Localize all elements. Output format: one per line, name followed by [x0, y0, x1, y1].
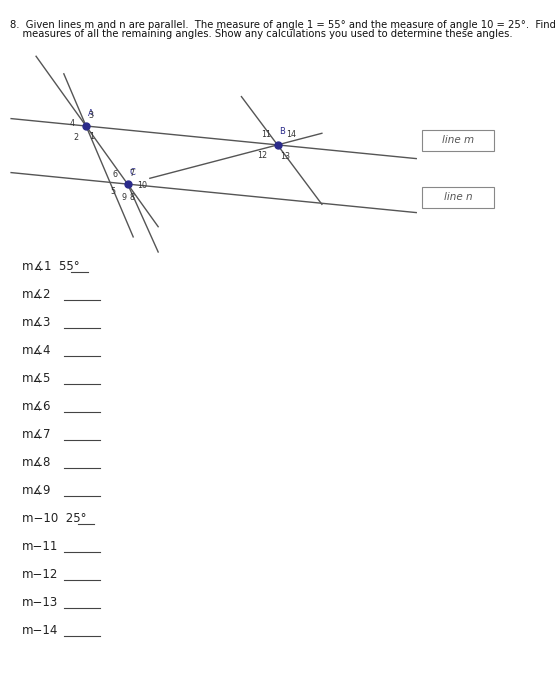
- Text: 10: 10: [138, 181, 148, 190]
- Text: m−10  25°: m−10 25°: [22, 512, 87, 524]
- Text: m−14: m−14: [22, 624, 59, 636]
- Text: 1: 1: [89, 132, 94, 141]
- Text: C: C: [129, 168, 135, 177]
- Text: 11: 11: [261, 130, 271, 139]
- Text: line m: line m: [442, 135, 474, 145]
- Text: m∡9: m∡9: [22, 484, 52, 496]
- Text: 5: 5: [110, 187, 115, 196]
- Text: 4: 4: [70, 119, 75, 127]
- Text: m−11: m−11: [22, 540, 59, 552]
- Text: m∡8: m∡8: [22, 456, 52, 468]
- Text: B: B: [279, 127, 285, 136]
- Text: 2: 2: [73, 133, 78, 142]
- FancyBboxPatch shape: [422, 187, 494, 208]
- Text: m−13: m−13: [22, 596, 58, 608]
- Text: 8: 8: [130, 193, 135, 202]
- Text: measures of all the remaining angles. Show any calculations you used to determin: measures of all the remaining angles. Sh…: [10, 29, 513, 39]
- Text: 7: 7: [130, 169, 135, 178]
- Text: m−12: m−12: [22, 568, 59, 580]
- Text: m∡6: m∡6: [22, 400, 52, 412]
- Text: 6: 6: [113, 170, 118, 179]
- Text: A: A: [88, 108, 93, 118]
- Point: [123, 178, 132, 190]
- Text: m∡3: m∡3: [22, 316, 52, 328]
- Text: 3: 3: [89, 111, 94, 120]
- Text: 9: 9: [122, 193, 127, 202]
- Point: [82, 120, 90, 132]
- Text: 14: 14: [286, 130, 296, 139]
- Text: m∡1  55°: m∡1 55°: [22, 260, 80, 272]
- Text: 8.  Given lines m and n are parallel.  The measure of angle 1 = 55° and the meas: 8. Given lines m and n are parallel. The…: [10, 20, 555, 29]
- Text: m∡5: m∡5: [22, 372, 52, 384]
- Point: [273, 139, 282, 150]
- Text: m∡2: m∡2: [22, 288, 52, 300]
- Text: 13: 13: [280, 152, 290, 161]
- Text: line n: line n: [443, 193, 472, 202]
- Text: m∡4: m∡4: [22, 344, 52, 356]
- FancyBboxPatch shape: [422, 130, 494, 150]
- Text: 12: 12: [258, 151, 268, 160]
- Text: m∡7: m∡7: [22, 428, 52, 440]
